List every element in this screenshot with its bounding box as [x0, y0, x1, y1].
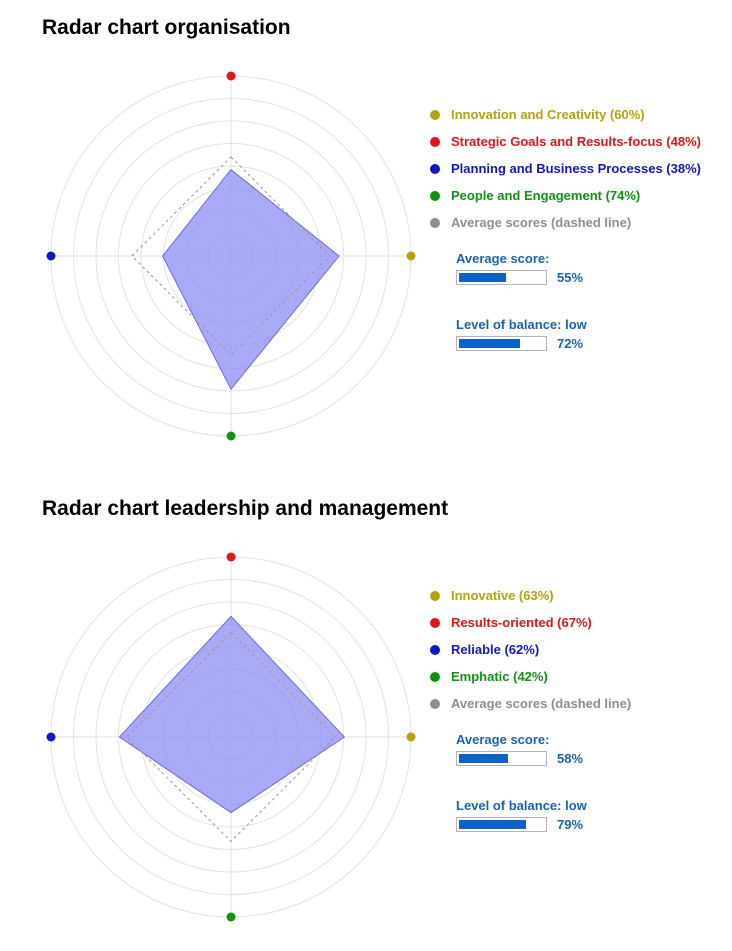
legend-item-people: People and Engagement (74%) [430, 182, 701, 209]
legend-label: Innovation and Creativity (60%) [451, 107, 645, 122]
chart-title: Radar chart organisation [42, 16, 291, 39]
legend-item-strategic-goals: Strategic Goals and Results-focus (48%) [430, 128, 701, 155]
average-score-bar-fill [459, 273, 506, 282]
average-score-value: 58% [557, 751, 584, 766]
average-polygon [125, 631, 337, 843]
legend-item-results-oriented: Results-oriented (67%) [430, 609, 631, 636]
radar-section-leadership: Radar chart leadership and management In… [0, 481, 732, 951]
legend-dot-icon [430, 190, 440, 201]
radar-section-organisation: Radar chart organisation Innovation and … [0, 0, 732, 470]
axis-marker-bottom [226, 431, 236, 441]
legend-dot-icon [430, 136, 440, 147]
legend-item-average: Average scores (dashed line) [430, 209, 701, 236]
legend-item-innovative: Innovative (63%) [430, 582, 631, 609]
average-score-bar-fill [459, 754, 508, 763]
balance-value: 72% [557, 336, 584, 351]
average-score-value: 55% [557, 270, 584, 285]
legend-item-average: Average scores (dashed line) [430, 690, 631, 717]
legend-dot-icon [430, 644, 440, 655]
balance-metric: Level of balance: low 72% [456, 317, 587, 351]
axis-marker-right [406, 732, 416, 742]
legend-item-innovation: Innovation and Creativity (60%) [430, 101, 701, 128]
axis-marker-left [46, 732, 56, 742]
legend-label: People and Engagement (74%) [451, 188, 641, 203]
average-score-label: Average score: [456, 732, 550, 747]
axis-marker-left [46, 251, 56, 261]
legend-dot-icon [430, 671, 440, 682]
legend-label: Average scores (dashed line) [451, 696, 632, 711]
legend-dot-icon [430, 617, 440, 628]
legend-dot-icon [430, 590, 440, 601]
legend-label: Average scores (dashed line) [451, 215, 632, 230]
legend-dot-icon [430, 217, 440, 228]
radar-chart-organisation [46, 71, 416, 441]
legend-item-planning: Planning and Business Processes (38%) [430, 155, 701, 182]
legend-dot-icon [430, 698, 440, 709]
balance-bar [456, 336, 547, 351]
legend-label: Reliable (62%) [451, 642, 540, 657]
score-polygon [162, 168, 340, 391]
average-score-metric: Average score: 58% [456, 732, 583, 766]
legend-label: Planning and Business Processes (38%) [451, 161, 701, 176]
balance-value: 79% [557, 817, 584, 832]
axis-marker-top [226, 71, 236, 81]
axis-marker-right [406, 251, 416, 261]
score-polygon [118, 615, 346, 814]
balance-bar-fill [459, 820, 526, 829]
legend-dot-icon [430, 109, 440, 120]
balance-label: Level of balance: low [456, 798, 587, 813]
balance-label: Level of balance: low [456, 317, 587, 332]
legend-dot-icon [430, 163, 440, 174]
legend: Innovative (63%) Results-oriented (67%) … [430, 582, 631, 717]
legend-label: Innovative (63%) [451, 588, 554, 603]
radar-chart-leadership [46, 552, 416, 922]
average-score-metric: Average score: 55% [456, 251, 583, 285]
legend-label: Results-oriented (67%) [451, 615, 592, 630]
legend-item-emphatic: Emphatic (42%) [430, 663, 631, 690]
average-score-bar [456, 270, 547, 285]
balance-bar [456, 817, 547, 832]
axis-marker-top [226, 552, 236, 562]
average-score-bar [456, 751, 547, 766]
legend-label: Emphatic (42%) [451, 669, 548, 684]
balance-bar-fill [459, 339, 520, 348]
chart-title: Radar chart leadership and management [42, 497, 449, 520]
legend: Innovation and Creativity (60%) Strategi… [430, 101, 701, 236]
axis-marker-bottom [226, 912, 236, 922]
balance-metric: Level of balance: low 79% [456, 798, 587, 832]
legend-item-reliable: Reliable (62%) [430, 636, 631, 663]
average-score-label: Average score: [456, 251, 550, 266]
legend-label: Strategic Goals and Results-focus (48%) [451, 134, 701, 149]
